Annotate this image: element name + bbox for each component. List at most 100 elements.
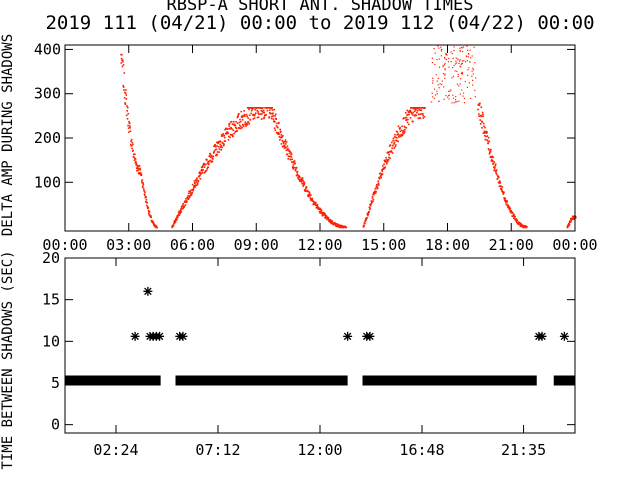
amp-point-1232 <box>571 218 574 220</box>
amp-point-280 <box>209 153 212 155</box>
amp-point-523 <box>274 121 276 123</box>
amp-ytick-label-2: 300 <box>34 85 61 103</box>
gap-ytick-label-4: 20 <box>42 249 60 267</box>
amp-point-1040 <box>481 121 484 123</box>
amp-point-74 <box>139 172 142 174</box>
amp-point-1352 <box>439 83 441 85</box>
amp-point-1100 <box>497 175 500 177</box>
amp-point-1339 <box>468 67 470 69</box>
amp-point-228 <box>195 184 198 187</box>
amp-point-1169 <box>516 221 518 224</box>
amp-point-339 <box>225 127 227 130</box>
gap-point-10 <box>365 331 375 341</box>
amp-ytick-label-3: 400 <box>34 40 61 58</box>
amp-point-1257 <box>470 57 472 59</box>
amp-point-441 <box>252 118 255 120</box>
amp-point-514 <box>271 109 274 111</box>
amp-point-949 <box>404 126 406 129</box>
amp-point-97 <box>146 204 148 207</box>
amp-point-591 <box>292 166 294 168</box>
amp-point-1261 <box>461 47 463 49</box>
amp-point-539 <box>278 133 280 135</box>
amp-point-956 <box>406 114 408 116</box>
page-title: RBSP-A SHORT ANT. SHADOW TIMES <box>166 0 474 15</box>
amp-point-25 <box>127 106 129 109</box>
amp-point-430 <box>249 118 252 121</box>
amp-point-646 <box>306 190 309 192</box>
amp-point-1370 <box>433 88 436 90</box>
amp-point-1089 <box>494 164 497 167</box>
amp-point-520 <box>273 120 275 122</box>
amp-point-336 <box>224 140 227 142</box>
amp-point-1406 <box>454 63 457 65</box>
amp-point-182 <box>183 205 186 208</box>
amp-point-1043 <box>482 115 484 118</box>
amp-point-446 <box>253 117 256 119</box>
amp-point-1276 <box>463 102 466 104</box>
amp-point-1310 <box>459 78 462 80</box>
amp-point-54 <box>134 158 137 160</box>
amp-point-1249 <box>450 89 452 91</box>
amp-point-1331 <box>449 90 451 92</box>
amp-point-56 <box>135 163 137 166</box>
amp-point-989 <box>415 108 417 110</box>
amp-point-638 <box>304 190 307 192</box>
amp-point-1122 <box>503 197 505 199</box>
amp-point-28 <box>127 127 130 129</box>
amp-point-570 <box>286 145 289 148</box>
amp-point-417 <box>246 122 248 125</box>
amp-point-57 <box>135 162 138 165</box>
amp-point-78 <box>141 180 143 182</box>
amp-point-528 <box>275 118 277 120</box>
amp-point-768 <box>339 225 341 228</box>
amp-point-876 <box>384 159 387 161</box>
amp-point-1105 <box>498 180 501 182</box>
amp-point-219 <box>193 184 195 187</box>
amp-point-367 <box>232 123 235 125</box>
amp-point-1377 <box>430 101 432 103</box>
amp-point-222 <box>194 182 196 185</box>
amp-point-1254 <box>459 47 461 49</box>
amp-point-422 <box>247 117 249 119</box>
amp-point-1203 <box>525 225 527 228</box>
amp-point-154 <box>176 218 178 221</box>
amp-point-1058 <box>486 131 488 134</box>
amp-point-135 <box>156 226 158 229</box>
amp-point-384 <box>237 115 239 117</box>
amp-point-1300 <box>434 63 436 66</box>
amp-point-1356 <box>459 65 461 67</box>
amp-point-324 <box>221 146 223 149</box>
amp-point-1379 <box>467 74 469 76</box>
amp-point-167 <box>179 212 182 214</box>
amp-point-1082 <box>492 162 495 165</box>
amp-point-1311 <box>434 52 436 54</box>
amp-point-250 <box>201 166 204 168</box>
amp-point-576 <box>288 155 290 158</box>
amp-point-530 <box>275 131 278 134</box>
amp-point-103 <box>147 209 150 212</box>
amp-point-1063 <box>487 148 490 150</box>
amp-point-1252 <box>432 80 434 82</box>
amp-point-131 <box>155 225 157 227</box>
amp-point-1213 <box>567 224 570 226</box>
amp-point-1113 <box>501 189 503 192</box>
amp-point-558 <box>283 144 285 147</box>
amp-point-1081 <box>492 156 495 158</box>
amp-point-1320 <box>458 85 460 87</box>
amp-point-1304 <box>444 68 446 70</box>
amp-point-881 <box>386 158 388 161</box>
amp-xtick-label-4: 12:00 <box>297 236 342 254</box>
amp-xtick-label-8: 00:00 <box>552 236 597 254</box>
amp-point-1407 <box>451 77 453 79</box>
amp-point-609 <box>297 174 299 176</box>
amp-point-1298 <box>444 56 446 59</box>
amp-point-1374 <box>460 46 463 49</box>
amp-point-10 <box>122 86 125 88</box>
amp-point-1121 <box>503 191 505 193</box>
amp-point-1207 <box>526 226 528 228</box>
amp-point-401 <box>241 119 244 121</box>
amp-point-385 <box>237 113 240 116</box>
amp-point-267 <box>206 158 208 161</box>
amp-point-1264 <box>444 58 446 60</box>
amp-point-991 <box>415 114 418 117</box>
